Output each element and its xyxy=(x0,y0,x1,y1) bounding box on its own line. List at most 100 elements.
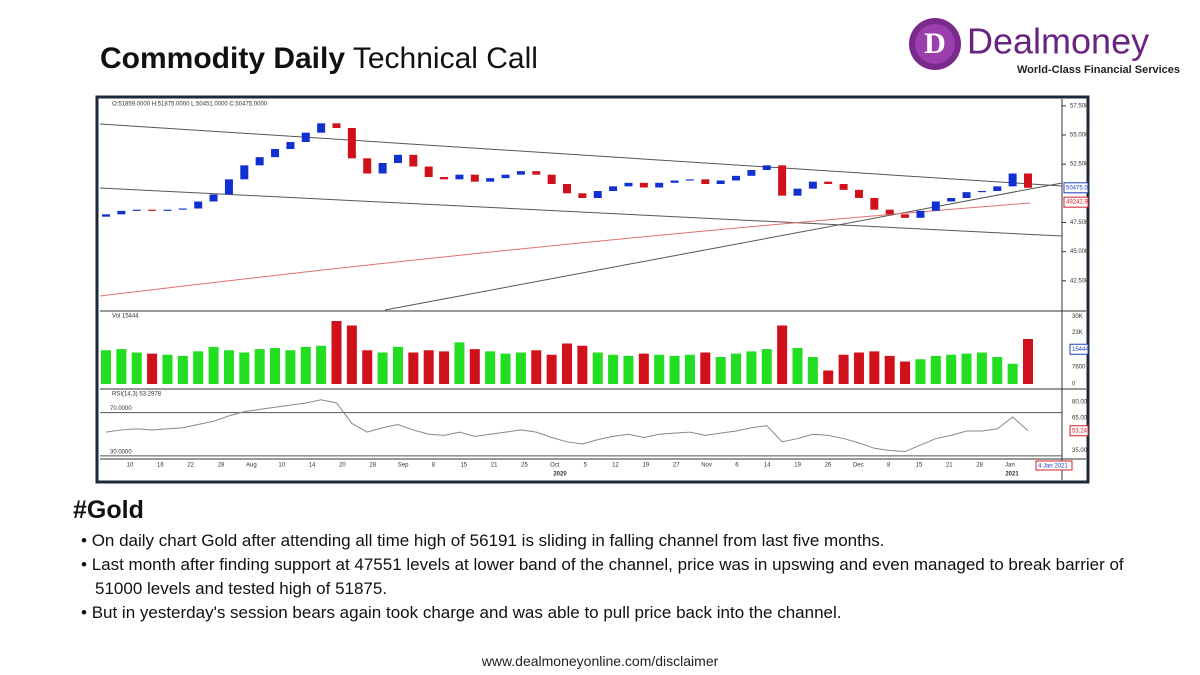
logo-letter: D xyxy=(924,27,946,60)
candle xyxy=(778,165,787,196)
volume-bar xyxy=(346,325,357,384)
volume-title: Vol 15444 xyxy=(112,314,139,320)
candle xyxy=(947,198,956,202)
candle xyxy=(102,214,110,217)
last-rsi-label: 53.24 xyxy=(1072,428,1088,434)
logo-tagline: World-Class Financial Services xyxy=(1017,64,1180,76)
volume-bar xyxy=(254,349,265,384)
volume-bar xyxy=(208,346,219,384)
y-tick-label: 42.50K xyxy=(1070,278,1089,284)
volume-bar xyxy=(992,357,1003,384)
volume-bar xyxy=(531,350,542,384)
x-tick-label: 25 xyxy=(521,463,528,469)
title-bold: Commodity Daily xyxy=(100,42,346,75)
candle xyxy=(470,174,479,182)
candle xyxy=(440,177,449,180)
last-value-box xyxy=(1063,182,1089,194)
logo-inner xyxy=(915,24,955,64)
volume-bar xyxy=(239,352,250,384)
bullet-text: On daily chart Gold after attending all … xyxy=(91,531,885,550)
bullet: • But in yesterday's session bears again… xyxy=(81,603,842,622)
volume-tick-label: 7600 xyxy=(1072,364,1086,370)
moving-average xyxy=(99,202,1031,297)
volume-bar xyxy=(654,354,665,384)
candle xyxy=(240,165,249,180)
volume-bar xyxy=(285,350,296,384)
volume-bar xyxy=(546,354,557,384)
volume-bar xyxy=(469,349,480,384)
x-tick-label: Aug xyxy=(246,463,257,469)
x-tick-label: 28 xyxy=(369,463,376,469)
candle xyxy=(363,158,372,174)
candle xyxy=(870,198,879,210)
volume-bar xyxy=(869,351,880,384)
candle xyxy=(639,182,648,188)
candle xyxy=(885,209,894,215)
chart: O:51859.0000 H:51875.0000 L:50451.0000 C… xyxy=(95,95,1090,484)
volume-bar xyxy=(900,361,911,384)
ohlc-info: O:51859.0000 H:51875.0000 L:50451.0000 C… xyxy=(112,102,268,108)
volume-bar xyxy=(1007,363,1018,384)
candle xyxy=(793,188,802,196)
trend-line xyxy=(99,187,1063,237)
rsi-level-label: 70.0000 xyxy=(110,406,132,412)
x-tick-label: 8 xyxy=(887,463,891,469)
x-tick-label: 19 xyxy=(794,463,801,469)
candle xyxy=(117,210,126,215)
candle xyxy=(132,209,141,211)
volume-bar xyxy=(669,355,680,384)
x-tick-label: 16 xyxy=(157,463,164,469)
volume-bar xyxy=(331,321,342,384)
candle xyxy=(1008,173,1017,187)
y-tick-label: 52.50K xyxy=(1070,162,1089,168)
bullet-text: Last month after finding support at 4755… xyxy=(91,555,1124,598)
candle xyxy=(701,179,710,184)
candle xyxy=(901,214,910,218)
volume-bar xyxy=(392,346,403,384)
volume-bar xyxy=(562,343,572,384)
last-volume-box xyxy=(1069,343,1089,355)
volume-bar xyxy=(946,354,957,384)
volume-bar xyxy=(915,359,926,384)
volume-bar xyxy=(177,355,188,384)
date-box xyxy=(1035,460,1073,471)
candle xyxy=(347,128,356,159)
candle xyxy=(993,186,1002,191)
candle xyxy=(747,170,756,176)
volume-bar xyxy=(715,357,726,384)
candle xyxy=(655,182,664,188)
volume-bar xyxy=(101,350,111,384)
volume-bar xyxy=(638,353,649,384)
x-tick-label: 5 xyxy=(584,463,588,469)
bullet: • On daily chart Gold after attending al… xyxy=(81,531,885,550)
candle xyxy=(670,180,679,183)
volume-bar xyxy=(162,354,173,384)
volume-bar xyxy=(454,342,465,384)
candle xyxy=(194,201,203,209)
last-value-box xyxy=(1063,196,1089,208)
x-tick-label: 15 xyxy=(460,463,467,469)
candle xyxy=(317,123,326,133)
x-tick-label: Oct xyxy=(550,463,560,469)
y-tick-label: 45.00K xyxy=(1070,249,1089,255)
date-label: 4 Jan 2021 xyxy=(1038,464,1068,470)
rsi-line xyxy=(105,399,1029,453)
x-tick-label: 12 xyxy=(612,463,619,469)
candle xyxy=(424,166,433,177)
x-tick-label: 20 xyxy=(339,463,346,469)
x-tick-label: 15 xyxy=(916,463,923,469)
year-label: 2021 xyxy=(1005,472,1019,478)
volume-bar xyxy=(731,353,742,384)
candle xyxy=(593,191,602,198)
candle xyxy=(1024,173,1032,188)
x-tick-label: 22 xyxy=(187,463,194,469)
volume-bar xyxy=(515,352,526,384)
last-value-label: 50475.0 xyxy=(1066,185,1088,191)
title-rest: Technical Call xyxy=(352,42,538,75)
candle xyxy=(685,179,694,181)
candle xyxy=(224,179,233,195)
x-tick-label: Jan xyxy=(1005,463,1015,469)
candle xyxy=(271,149,280,158)
x-tick-label: 28 xyxy=(218,463,225,469)
